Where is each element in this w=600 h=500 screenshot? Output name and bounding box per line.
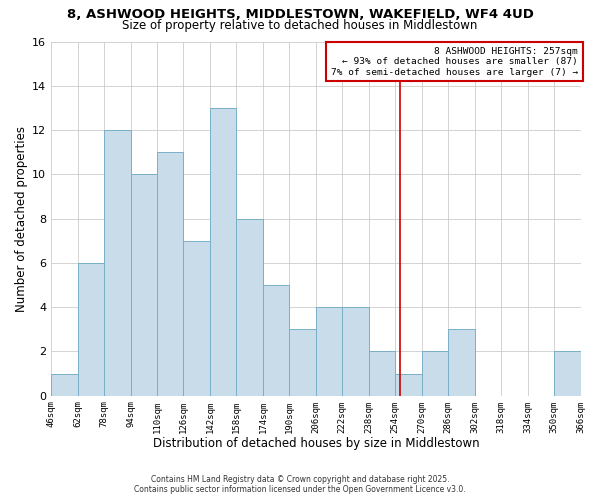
Bar xyxy=(104,130,131,396)
Bar xyxy=(157,152,184,396)
Text: 8 ASHWOOD HEIGHTS: 257sqm
← 93% of detached houses are smaller (87)
7% of semi-d: 8 ASHWOOD HEIGHTS: 257sqm ← 93% of detac… xyxy=(331,47,578,76)
X-axis label: Distribution of detached houses by size in Middlestown: Distribution of detached houses by size … xyxy=(152,437,479,450)
Bar xyxy=(448,330,475,396)
Bar xyxy=(289,330,316,396)
Bar xyxy=(210,108,236,396)
Bar xyxy=(342,307,369,396)
Text: 8, ASHWOOD HEIGHTS, MIDDLESTOWN, WAKEFIELD, WF4 4UD: 8, ASHWOOD HEIGHTS, MIDDLESTOWN, WAKEFIE… xyxy=(67,8,533,20)
Bar xyxy=(51,374,77,396)
Bar xyxy=(369,352,395,396)
Bar xyxy=(236,218,263,396)
Bar xyxy=(316,307,342,396)
Bar xyxy=(263,285,289,396)
Bar xyxy=(184,241,210,396)
Text: Contains HM Land Registry data © Crown copyright and database right 2025.
Contai: Contains HM Land Registry data © Crown c… xyxy=(134,474,466,494)
Bar xyxy=(395,374,422,396)
Bar xyxy=(422,352,448,396)
Bar xyxy=(131,174,157,396)
Bar xyxy=(77,263,104,396)
Y-axis label: Number of detached properties: Number of detached properties xyxy=(15,126,28,312)
Text: Size of property relative to detached houses in Middlestown: Size of property relative to detached ho… xyxy=(122,18,478,32)
Bar xyxy=(554,352,581,396)
